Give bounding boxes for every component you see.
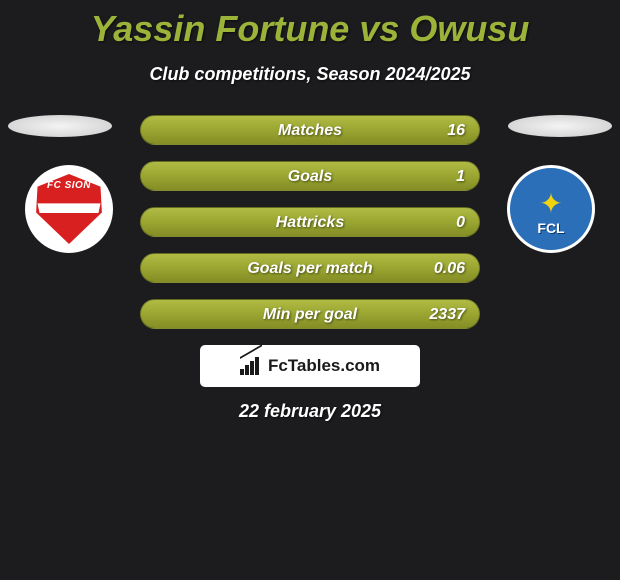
figure-icon: ✦ <box>533 186 569 222</box>
stat-value: 16 <box>447 116 465 146</box>
chart-icon <box>240 357 262 375</box>
stat-value: 0 <box>456 208 465 238</box>
club-left-name: FC SION <box>34 180 104 191</box>
player-right-placeholder <box>508 115 612 137</box>
page-subtitle: Club competitions, Season 2024/2025 <box>0 64 620 85</box>
stat-bar: Matches16 <box>140 115 480 145</box>
chart-bar-icon <box>250 361 254 375</box>
stat-bar: Min per goal2337 <box>140 299 480 329</box>
stat-value: 0.06 <box>434 254 465 284</box>
stat-bar: Goals1 <box>140 161 480 191</box>
club-badge-right-inner: ✦ FCL <box>516 174 586 244</box>
stat-label: Matches <box>141 116 479 146</box>
player-left-placeholder <box>8 115 112 137</box>
source-logo: FcTables.com <box>200 345 420 387</box>
club-badge-left: FC SION <box>25 165 113 253</box>
stat-value: 1 <box>456 162 465 192</box>
source-logo-text: FcTables.com <box>268 356 380 376</box>
page-title: Yassin Fortune vs Owusu <box>0 0 620 50</box>
comparison-date: 22 february 2025 <box>0 401 620 422</box>
stat-bars: Matches16 Goals1 Hattricks0 Goals per match… <box>140 115 480 329</box>
stat-label: Hattricks <box>141 208 479 238</box>
content-area: FC SION ✦ FCL Matches16 Goals1 Hattricks0 G… <box>0 115 620 329</box>
shield-stripe <box>34 203 104 213</box>
club-badge-right: ✦ FCL <box>507 165 595 253</box>
stat-bar: Goals per match0.06 <box>140 253 480 283</box>
club-badge-left-inner: FC SION <box>34 174 104 244</box>
stat-label: Goals per match <box>141 254 479 284</box>
stat-value: 2337 <box>429 300 465 330</box>
chart-bar-icon <box>245 365 249 375</box>
stat-bar: Hattricks0 <box>140 207 480 237</box>
chart-bar-icon <box>240 369 244 375</box>
stat-label: Goals <box>141 162 479 192</box>
club-right-name: FCL <box>537 220 564 236</box>
